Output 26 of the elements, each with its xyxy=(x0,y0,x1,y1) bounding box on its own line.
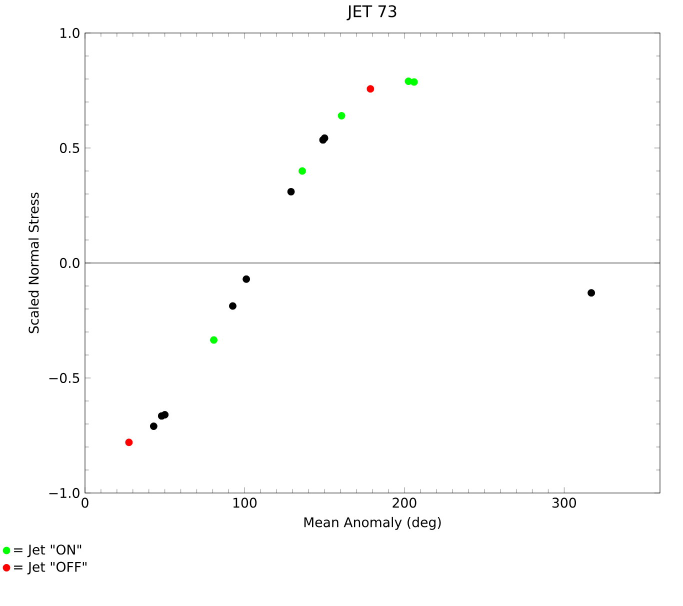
point xyxy=(287,188,295,196)
point xyxy=(125,438,133,446)
x-axis-title: Mean Anomaly (deg) xyxy=(304,516,441,530)
point xyxy=(229,302,236,310)
legend-label: = Jet "ON" xyxy=(14,544,82,558)
point xyxy=(410,78,418,86)
point xyxy=(210,336,218,344)
x-tick-label: 100 xyxy=(233,498,257,508)
point xyxy=(298,167,306,175)
x-tick-label: 200 xyxy=(392,498,416,508)
x-tick-label: 300 xyxy=(552,498,576,508)
legend-label: = Jet "OFF" xyxy=(14,562,86,574)
y-tick-label: 0.5 xyxy=(60,142,80,154)
x-tick-label: 0 xyxy=(82,498,88,508)
point xyxy=(150,422,158,430)
y-tick-label: −0.5 xyxy=(49,372,80,384)
point xyxy=(588,289,596,297)
y-tick-label: −1.0 xyxy=(49,488,80,498)
point xyxy=(242,275,250,283)
y-tick-label: 1.0 xyxy=(60,28,80,38)
y-tick-label: 0.0 xyxy=(60,258,80,268)
y-axis-title: Scaled Normal Stress xyxy=(28,192,39,334)
chart-title: JET 73 xyxy=(346,5,396,20)
point xyxy=(161,411,169,419)
point xyxy=(338,112,346,120)
point xyxy=(366,85,374,93)
